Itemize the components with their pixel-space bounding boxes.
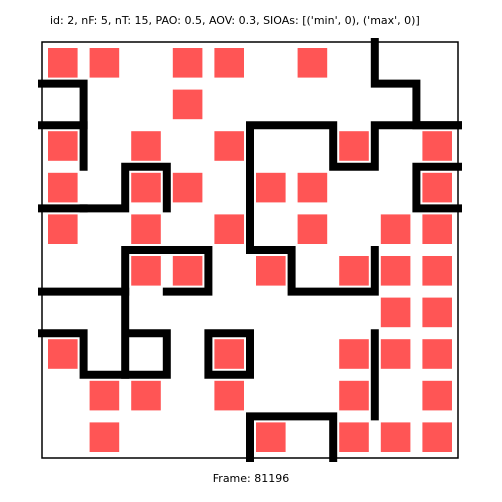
red-tile <box>339 339 369 369</box>
red-tile <box>131 131 161 161</box>
red-tile <box>422 131 452 161</box>
red-tile <box>381 298 411 328</box>
red-tile <box>422 422 452 452</box>
red-tile <box>214 131 244 161</box>
red-tile <box>339 131 369 161</box>
red-tile <box>298 48 328 78</box>
red-tile <box>131 381 161 411</box>
red-tile <box>339 422 369 452</box>
red-tile <box>214 339 244 369</box>
red-tile <box>173 173 203 203</box>
red-tile <box>381 256 411 286</box>
red-tile <box>256 422 286 452</box>
red-tile <box>131 256 161 286</box>
red-tile <box>381 214 411 244</box>
red-tile <box>131 173 161 203</box>
red-tile <box>131 214 161 244</box>
red-tile <box>256 256 286 286</box>
red-tile <box>214 48 244 78</box>
red-tile <box>381 422 411 452</box>
red-tile <box>298 173 328 203</box>
red-tile <box>339 381 369 411</box>
red-tile <box>90 422 120 452</box>
red-tile <box>90 381 120 411</box>
red-tile <box>214 214 244 244</box>
wall-segment <box>375 42 458 125</box>
red-tile <box>173 48 203 78</box>
red-tile <box>48 131 78 161</box>
red-tile <box>90 48 120 78</box>
red-tile <box>173 256 203 286</box>
frame-counter: Frame: 81196 <box>0 472 502 485</box>
red-tile <box>422 214 452 244</box>
red-tile <box>173 90 203 120</box>
red-tile <box>422 381 452 411</box>
red-tile <box>48 48 78 78</box>
red-tile <box>48 173 78 203</box>
red-tile <box>48 214 78 244</box>
red-tile <box>381 339 411 369</box>
red-tile <box>298 214 328 244</box>
wall-segment <box>42 84 84 126</box>
red-tile <box>422 256 452 286</box>
red-tile <box>339 256 369 286</box>
red-tile <box>422 173 452 203</box>
red-tile <box>214 381 244 411</box>
red-tile <box>256 173 286 203</box>
red-tile <box>422 298 452 328</box>
red-tile <box>422 339 452 369</box>
red-tile <box>48 339 78 369</box>
